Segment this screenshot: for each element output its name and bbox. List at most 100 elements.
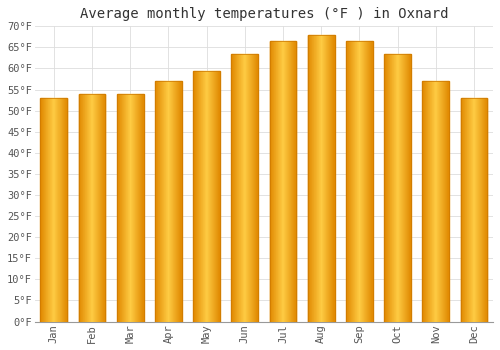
Bar — [366, 41, 368, 322]
Bar — [424, 81, 425, 322]
Bar — [239, 54, 240, 322]
Bar — [245, 54, 246, 322]
Bar — [293, 41, 294, 322]
Bar — [51, 98, 52, 322]
Bar — [132, 94, 133, 322]
Bar — [346, 41, 372, 322]
Bar — [278, 41, 279, 322]
Bar — [276, 41, 277, 322]
Bar — [486, 98, 488, 322]
Bar — [442, 81, 443, 322]
Bar — [311, 35, 312, 322]
Bar — [287, 41, 288, 322]
Bar — [472, 98, 474, 322]
Bar — [440, 81, 441, 322]
Bar — [86, 94, 88, 322]
Bar — [90, 94, 92, 322]
Bar — [122, 94, 123, 322]
Bar — [119, 94, 120, 322]
Bar — [208, 71, 210, 322]
Bar — [161, 81, 162, 322]
Bar — [354, 41, 356, 322]
Bar — [407, 54, 408, 322]
Bar — [448, 81, 449, 322]
Bar — [315, 35, 316, 322]
Bar — [94, 94, 96, 322]
Bar — [201, 71, 202, 322]
Bar — [360, 41, 362, 322]
Bar — [238, 54, 239, 322]
Bar — [275, 41, 276, 322]
Bar — [123, 94, 124, 322]
Bar — [312, 35, 313, 322]
Bar — [320, 35, 321, 322]
Bar — [164, 81, 165, 322]
Bar — [438, 81, 439, 322]
Bar — [328, 35, 329, 322]
Bar — [322, 35, 323, 322]
Bar — [356, 41, 358, 322]
Bar — [53, 98, 54, 322]
Bar — [56, 98, 57, 322]
Bar — [289, 41, 290, 322]
Bar — [397, 54, 398, 322]
Bar — [57, 98, 58, 322]
Bar — [236, 54, 237, 322]
Bar — [198, 71, 199, 322]
Bar — [212, 71, 214, 322]
Bar — [43, 98, 44, 322]
Bar — [432, 81, 433, 322]
Bar — [173, 81, 174, 322]
Bar — [98, 94, 100, 322]
Bar — [193, 71, 220, 322]
Bar — [142, 94, 143, 322]
Bar — [249, 54, 250, 322]
Bar — [393, 54, 394, 322]
Bar — [352, 41, 354, 322]
Bar — [273, 41, 274, 322]
Bar — [139, 94, 140, 322]
Bar — [271, 41, 272, 322]
Bar — [48, 98, 49, 322]
Bar — [398, 54, 399, 322]
Bar — [63, 98, 64, 322]
Bar — [240, 54, 241, 322]
Bar — [321, 35, 322, 322]
Bar — [368, 41, 370, 322]
Bar — [40, 98, 41, 322]
Bar — [327, 35, 328, 322]
Bar — [425, 81, 426, 322]
Bar — [384, 54, 411, 322]
Bar — [410, 54, 411, 322]
Bar — [434, 81, 435, 322]
Bar — [256, 54, 257, 322]
Bar — [84, 94, 86, 322]
Bar — [243, 54, 244, 322]
Bar — [92, 94, 94, 322]
Bar — [390, 54, 391, 322]
Bar — [313, 35, 314, 322]
Bar — [460, 98, 462, 322]
Bar — [202, 71, 203, 322]
Bar — [159, 81, 160, 322]
Bar — [386, 54, 387, 322]
Bar — [277, 41, 278, 322]
Bar — [389, 54, 390, 322]
Bar — [41, 98, 42, 322]
Bar — [308, 35, 309, 322]
Bar — [130, 94, 131, 322]
Bar — [194, 71, 195, 322]
Bar — [387, 54, 388, 322]
Bar — [443, 81, 444, 322]
Bar — [88, 94, 90, 322]
Bar — [254, 54, 255, 322]
Bar — [325, 35, 326, 322]
Bar — [78, 94, 106, 322]
Bar — [403, 54, 404, 322]
Bar — [391, 54, 392, 322]
Bar — [370, 41, 372, 322]
Bar — [400, 54, 401, 322]
Bar — [346, 41, 348, 322]
Bar — [270, 41, 271, 322]
Bar — [232, 54, 258, 322]
